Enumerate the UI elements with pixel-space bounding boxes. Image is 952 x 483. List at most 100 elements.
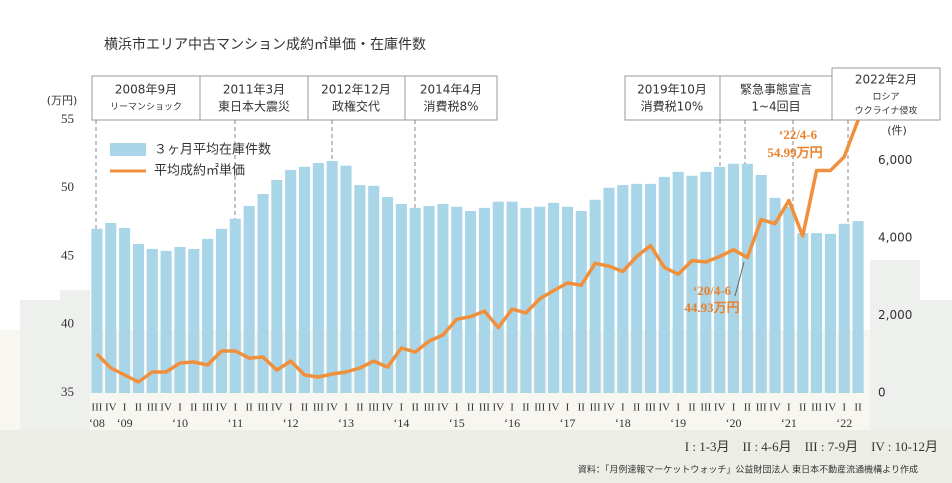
x-group-label: ‘20 [726, 416, 742, 430]
x-tick-label: IV [659, 402, 671, 414]
y-tick-label: 45 [61, 247, 74, 262]
x-group-label: ‘08 [89, 416, 105, 430]
bar [631, 183, 643, 393]
event-label: ロシア [872, 93, 899, 103]
bar [382, 197, 394, 393]
bar [368, 185, 380, 393]
bar [271, 180, 283, 393]
x-tick-label: I [289, 402, 293, 414]
bar [603, 187, 615, 393]
bar [409, 207, 421, 393]
event-box [831, 67, 941, 121]
y-tick-label: 35 [61, 384, 74, 399]
x-tick-label: IV [271, 402, 283, 414]
bar [105, 223, 117, 393]
x-group-label: ‘14 [393, 416, 409, 430]
event-box [91, 75, 201, 121]
bar [686, 175, 698, 393]
x-tick-label: III [645, 402, 656, 414]
bar [229, 218, 241, 393]
x-tick-label: I [676, 402, 680, 414]
x-group-label: ‘15 [449, 416, 465, 430]
chart-title: 横浜市エリア中古マンション成約㎡単価・在庫件数 [104, 36, 426, 53]
x-tick-label: III [756, 402, 767, 414]
x-tick-label: II [190, 402, 198, 414]
bar [174, 247, 186, 393]
event-date: 2022年2月 [855, 73, 917, 87]
legend: ３ヶ月平均在庫件数 平均成約㎡単価 [110, 143, 271, 179]
bar [119, 228, 131, 393]
x-group-label: ‘13 [338, 416, 354, 430]
bar [838, 223, 850, 393]
x-tick-label: II [467, 402, 475, 414]
y2-unit: (件) [887, 124, 907, 137]
bar [395, 204, 407, 393]
bar [354, 185, 366, 393]
x-tick-label: II [744, 402, 752, 414]
bar [644, 183, 657, 393]
line [95, 119, 860, 384]
x-tick-label: II [799, 402, 807, 414]
x-tick-label: III [700, 402, 711, 414]
legend-swatch [110, 143, 146, 156]
quarter-legend: I : 1-3月 II : 4-6月 III : 7-9月 IV : 10-12… [685, 439, 938, 454]
x-group-label: ‘11 [228, 416, 244, 430]
bar [285, 169, 297, 393]
event-label: 消費税8% [423, 99, 478, 114]
annotation: ‘20/4-6 [693, 283, 732, 298]
bar [91, 228, 103, 393]
x-tick-label: II [135, 402, 143, 414]
event-label: 政権交代 [332, 99, 380, 114]
x-tick-label: III [313, 402, 324, 414]
bar [672, 171, 684, 393]
bar [658, 176, 670, 393]
bar [589, 199, 601, 393]
x-group-label: ‘16 [504, 416, 520, 430]
y-tick-label: 55 [61, 111, 74, 126]
x-tick-label: IV [714, 402, 726, 414]
bar [202, 238, 214, 393]
bar [700, 171, 712, 393]
x-tick-label: I [178, 402, 182, 414]
bar [824, 233, 836, 393]
legend-label: 平均成約㎡単価 [154, 163, 245, 179]
y2-tick-label: 0 [878, 386, 886, 400]
source-note: 資料：「月例速報マーケットウォッチ」公益財団法人 東日本不動産流通機構より作成 [578, 464, 918, 476]
x-tick-label: II [578, 402, 586, 414]
event-label: ウクライナ侵攻 [855, 105, 918, 117]
x-tick-label: III [424, 402, 435, 414]
x-group-label: ‘22 [836, 416, 852, 430]
x-tick-label: II [356, 402, 364, 414]
y-tick-label: 40 [61, 316, 74, 331]
bar [714, 166, 726, 393]
x-tick-label: I [455, 402, 459, 414]
y-tick-label: 50 [61, 179, 74, 194]
value-label: 44.93万円 [684, 300, 739, 315]
bar [188, 248, 200, 393]
x-tick-label: III [147, 402, 158, 414]
x-tick-label: II [688, 402, 696, 414]
x-tick-label: III [811, 402, 822, 414]
event-date: 2014年4月 [420, 83, 482, 97]
bar [727, 163, 740, 393]
bar [492, 201, 504, 393]
x-tick-label: III [368, 402, 379, 414]
x-tick-label: III [91, 402, 102, 414]
x-tick-label: III [479, 402, 490, 414]
x-tick-label: III [202, 402, 213, 414]
bar [797, 233, 809, 393]
bar [506, 201, 518, 393]
x-group-label: ‘12 [283, 416, 299, 430]
x-tick-label: I [123, 402, 127, 414]
x-tick-label: IV [492, 402, 504, 414]
x-group-label: ‘18 [615, 416, 631, 430]
bar [257, 193, 269, 393]
x-tick-label: II [854, 402, 862, 414]
x-tick-label: II [301, 402, 309, 414]
bar [215, 228, 228, 393]
x-group-label: ‘10 [172, 416, 188, 430]
bar [617, 185, 629, 393]
bar [783, 206, 795, 393]
bar [160, 250, 172, 393]
x-tick-label: IV [382, 402, 394, 414]
